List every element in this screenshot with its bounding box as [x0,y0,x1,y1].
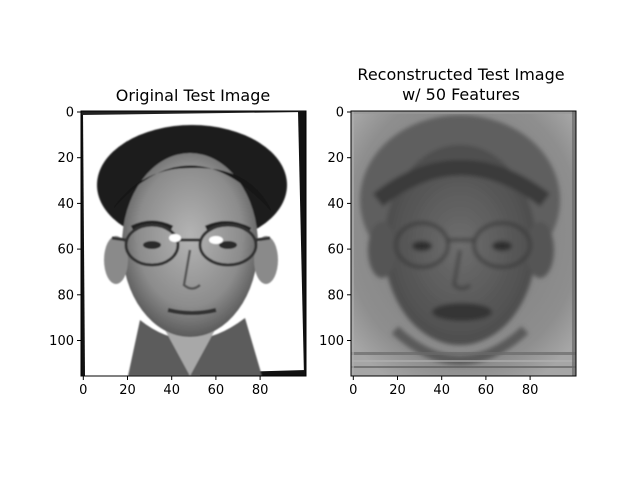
panel-2-title: Reconstructed Test Image w/ 50 Features [330,65,592,105]
panel-2-xtick-label: 40 [433,383,450,398]
panel-1-xtick-label: 40 [163,383,180,398]
panel-1-ytick-label: 80 [57,288,74,303]
panel-2-ytick-label: 80 [327,288,344,303]
panel-2-title-line-2: w/ 50 Features [402,85,520,104]
panel-1-title: Original Test Image [80,86,306,106]
panel-1-ytick-label: 20 [57,151,74,166]
panel-2-ytick-label: 100 [319,334,344,349]
panel-2-image [351,111,576,376]
panel-2-xtick-label: 80 [522,383,539,398]
panel-1-ytick-label: 40 [57,197,74,212]
panel-2-ytick-label: 20 [327,151,344,166]
panel-2-xtick-label: 60 [478,383,495,398]
panel-2-xtick-label: 0 [349,383,357,398]
panel-1-image [81,111,306,376]
panel-2-axes [350,110,577,377]
panel-2-xtick-label: 20 [389,383,406,398]
panel-1-ytick-label: 100 [49,334,74,349]
panel-1-ytick-label: 60 [57,243,74,258]
panel-1-xtick-label: 20 [119,383,136,398]
panel-2-ytick-label: 0 [336,106,344,121]
panel-1-xtick-label: 60 [208,383,225,398]
panel-1-title-line-1: Original Test Image [115,86,271,105]
panel-2-title-line-1: Reconstructed Test Image [357,65,565,84]
panel-2-ytick-label: 60 [327,243,344,258]
panel-1-xtick-label: 80 [252,383,269,398]
panel-1-axes [80,110,307,377]
panel-1-xtick-label: 0 [79,383,87,398]
panel-2-ytick-label: 40 [327,197,344,212]
panel-1-ytick-label: 0 [66,106,74,121]
